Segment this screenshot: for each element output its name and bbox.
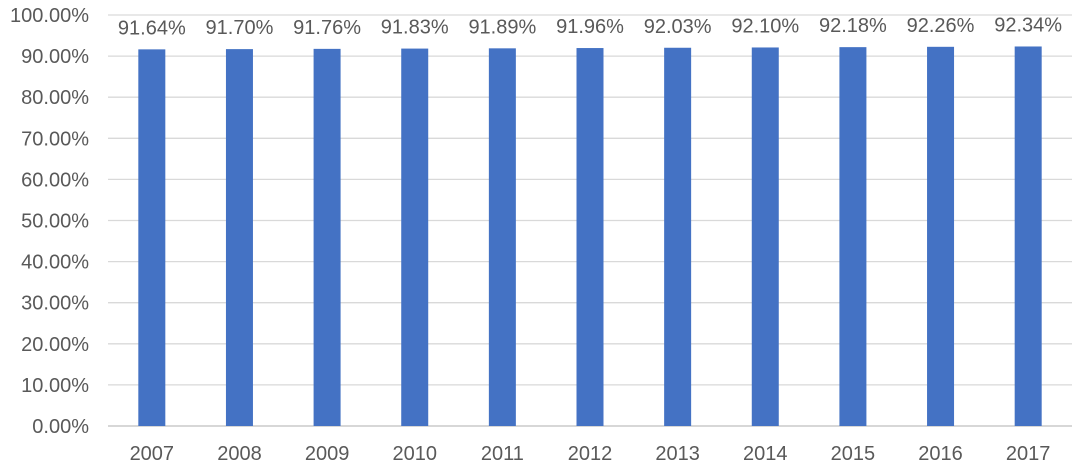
data-label-2010: 91.83%	[381, 17, 449, 39]
x-tick-label-2008: 2008	[217, 443, 262, 465]
x-tick-label-2016: 2016	[918, 443, 963, 465]
data-label-2009: 91.76%	[293, 17, 361, 39]
y-tick-label: 30.00%	[21, 293, 89, 315]
data-label-2007: 91.64%	[118, 17, 186, 39]
x-tick-label-2013: 2013	[655, 443, 700, 465]
y-tick-label: 40.00%	[21, 252, 89, 274]
data-label-2012: 91.96%	[556, 16, 624, 38]
y-axis-tick-labels: 0.00% 10.00% 20.00% 30.00% 40.00% 50.00% 60.00…	[10, 5, 89, 438]
bars	[138, 46, 1042, 427]
x-tick-label-2007: 2007	[130, 443, 175, 465]
bar-2013	[664, 47, 692, 426]
bar-2014	[751, 47, 779, 427]
x-tick-label-2009: 2009	[305, 443, 350, 465]
bar-2008	[225, 49, 253, 426]
data-label-2015: 92.18%	[819, 15, 887, 37]
y-tick-label: 80.00%	[21, 87, 89, 109]
data-label-2014: 92.10%	[731, 15, 799, 37]
x-axis-tick-labels: 2007 2008 2009 2010 2011 2012 2013 2014 2015 2016…	[130, 443, 1051, 465]
y-tick-label: 50.00%	[21, 211, 89, 233]
x-tick-label-2012: 2012	[568, 443, 613, 465]
y-tick-label: 60.00%	[21, 169, 89, 191]
bar-2011	[488, 48, 516, 427]
data-labels: 91.64% 91.70% 91.76% 91.83% 91.89% 91.96% 92.0…	[118, 14, 1062, 39]
bar-2009	[313, 48, 341, 427]
bar-2015	[839, 47, 867, 427]
bar-2010	[401, 48, 429, 426]
x-tick-label-2017: 2017	[1006, 443, 1051, 465]
data-label-2013: 92.03%	[644, 16, 712, 38]
data-label-2008: 91.70%	[206, 17, 274, 39]
bar-2016	[927, 46, 955, 426]
bar-2017	[1014, 46, 1042, 426]
x-tick-label-2010: 2010	[392, 443, 437, 465]
y-tick-label: 90.00%	[21, 46, 89, 68]
y-tick-label: 100.00%	[10, 5, 89, 27]
bar-2012	[576, 48, 604, 426]
bar-2007	[138, 49, 166, 427]
data-label-2011: 91.89%	[468, 16, 536, 38]
data-label-2016: 92.26%	[907, 15, 975, 37]
y-tick-label: 20.00%	[21, 334, 89, 356]
data-label-2017: 92.34%	[994, 14, 1062, 36]
x-tick-label-2011: 2011	[481, 443, 524, 465]
x-tick-label-2015: 2015	[831, 443, 876, 465]
y-tick-label: 0.00%	[32, 416, 89, 438]
y-tick-label: 70.00%	[21, 128, 89, 150]
y-tick-label: 10.00%	[21, 375, 89, 397]
x-tick-label-2014: 2014	[743, 443, 788, 465]
